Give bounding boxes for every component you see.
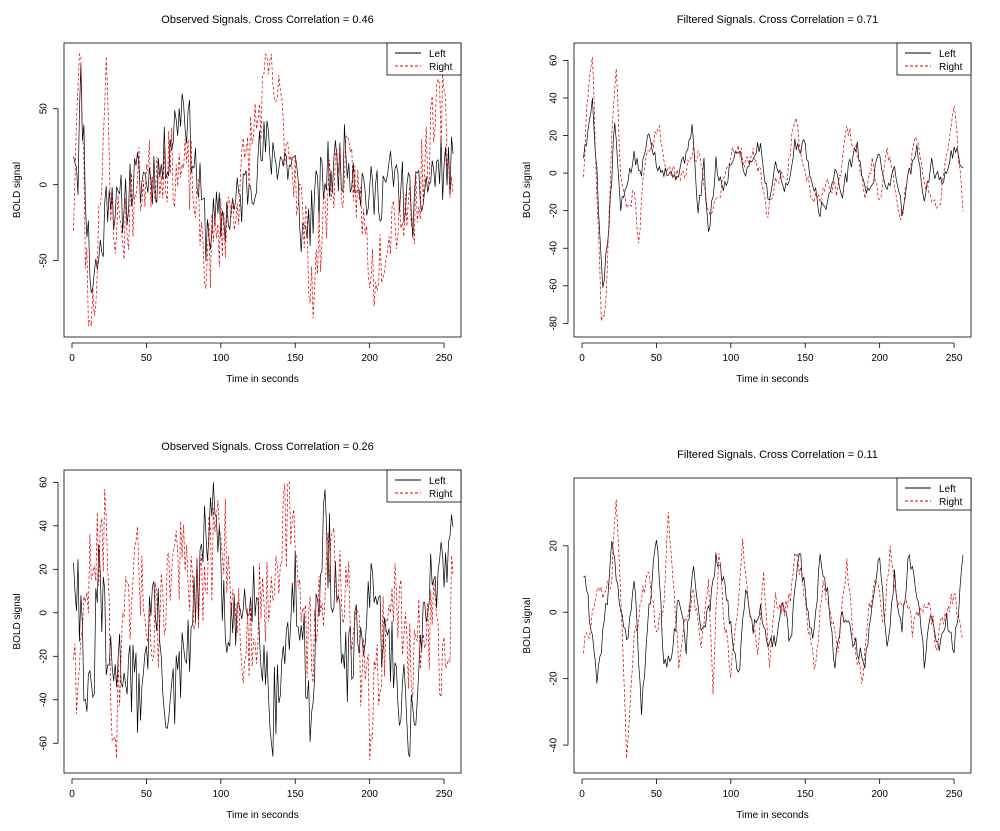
- plot-frame: [63, 42, 462, 338]
- y-tick-label: 20: [549, 540, 560, 552]
- series-line-right: [73, 52, 454, 327]
- y-tick-label: 0: [549, 170, 560, 176]
- legend-box: [386, 469, 462, 503]
- chart-title: Filtered Signals. Cross Correlation = 0.…: [677, 449, 878, 461]
- x-tick-label: 250: [436, 353, 453, 364]
- y-tick-label: 0: [39, 610, 50, 616]
- y-tick-label: 60: [549, 54, 560, 66]
- plot-frame: [573, 477, 972, 774]
- x-tick-label: 150: [797, 789, 814, 800]
- x-axis-label: Time in seconds: [736, 810, 808, 821]
- legend-box: [896, 477, 972, 511]
- legend-label-right: Right: [429, 489, 453, 500]
- x-tick-label: 0: [579, 789, 585, 800]
- y-tick-label: -20: [549, 671, 560, 686]
- x-tick-label: 0: [69, 353, 75, 364]
- y-tick-label: 60: [39, 476, 50, 488]
- x-tick-label: 150: [287, 353, 304, 364]
- x-tick-label: 150: [797, 353, 814, 364]
- x-tick-label: 250: [436, 789, 453, 800]
- legend-box: [896, 42, 972, 76]
- series-line-left: [583, 97, 964, 288]
- y-tick-label: -40: [39, 692, 50, 707]
- x-tick-label: 250: [946, 353, 963, 364]
- series-line-right: [73, 481, 454, 760]
- x-tick-label: 50: [651, 789, 663, 800]
- legend: Left Right: [896, 477, 972, 511]
- legend-label-right: Right: [429, 62, 453, 73]
- x-tick-label: 50: [651, 353, 663, 364]
- y-tick-label: 40: [549, 92, 560, 104]
- y-tick-label: 20: [549, 130, 560, 142]
- y-tick-label: 20: [39, 563, 50, 575]
- chart-panel-1: Observed Signals. Cross Correlation = 0.…: [12, 14, 462, 385]
- legend: Left Right: [386, 42, 462, 76]
- y-tick-label: -20: [549, 203, 560, 218]
- y-tick-label: -20: [39, 649, 50, 664]
- legend-box: [386, 42, 462, 76]
- chart-panel-2: Filtered Signals. Cross Correlation = 0.…: [522, 14, 972, 385]
- series-line-left: [73, 482, 454, 757]
- legend-label-left: Left: [939, 49, 956, 60]
- legend-label-right: Right: [939, 62, 963, 73]
- y-axis-label: BOLD signal: [12, 593, 23, 649]
- legend-label-left: Left: [429, 476, 446, 487]
- y-tick-label: 40: [39, 520, 50, 532]
- y-axis-label: BOLD signal: [12, 162, 23, 218]
- x-axis-label: Time in seconds: [226, 810, 298, 821]
- legend: Left Right: [896, 42, 972, 76]
- y-axis-label: BOLD signal: [522, 162, 533, 218]
- x-axis-label: Time in seconds: [226, 374, 298, 385]
- y-tick-label: -80: [549, 316, 560, 331]
- y-axis-label: BOLD signal: [522, 597, 533, 653]
- x-tick-label: 100: [722, 789, 739, 800]
- x-tick-label: 200: [361, 353, 378, 364]
- chart-title: Observed Signals. Cross Correlation = 0.…: [161, 14, 373, 26]
- x-tick-label: 200: [871, 789, 888, 800]
- series-line-left: [73, 64, 454, 293]
- chart-panel-3: Observed Signals. Cross Correlation = 0.…: [12, 441, 462, 821]
- y-tick-label: -50: [39, 253, 50, 268]
- x-tick-label: 250: [946, 789, 963, 800]
- plot-frame: [573, 42, 972, 338]
- legend-label-left: Left: [429, 49, 446, 60]
- legend-label-right: Right: [939, 497, 963, 508]
- chart-panel-4: Filtered Signals. Cross Correlation = 0.…: [522, 449, 972, 821]
- x-axis-label: Time in seconds: [736, 374, 808, 385]
- y-tick-label: -40: [549, 737, 560, 752]
- x-tick-label: 200: [361, 789, 378, 800]
- y-tick-label: -60: [549, 278, 560, 293]
- x-tick-label: 100: [212, 353, 229, 364]
- y-tick-label: -60: [39, 736, 50, 751]
- y-tick-label: 0: [549, 609, 560, 615]
- series-line-right: [583, 56, 964, 322]
- chart-title: Filtered Signals. Cross Correlation = 0.…: [677, 14, 878, 26]
- legend-label-left: Left: [939, 484, 956, 495]
- plot-frame: [63, 469, 462, 774]
- y-tick-label: 50: [39, 103, 50, 115]
- legend: Left Right: [386, 469, 462, 503]
- x-tick-label: 0: [69, 789, 75, 800]
- series-line-left: [583, 540, 964, 716]
- series-line-right: [583, 499, 964, 759]
- y-tick-label: -40: [549, 241, 560, 256]
- x-tick-label: 50: [141, 789, 153, 800]
- x-tick-label: 100: [212, 789, 229, 800]
- x-tick-label: 200: [871, 353, 888, 364]
- y-tick-label: 0: [39, 181, 50, 187]
- x-tick-label: 150: [287, 789, 304, 800]
- x-tick-label: 100: [722, 353, 739, 364]
- x-tick-label: 0: [579, 353, 585, 364]
- x-tick-label: 50: [141, 353, 153, 364]
- chart-title: Observed Signals. Cross Correlation = 0.…: [161, 441, 373, 453]
